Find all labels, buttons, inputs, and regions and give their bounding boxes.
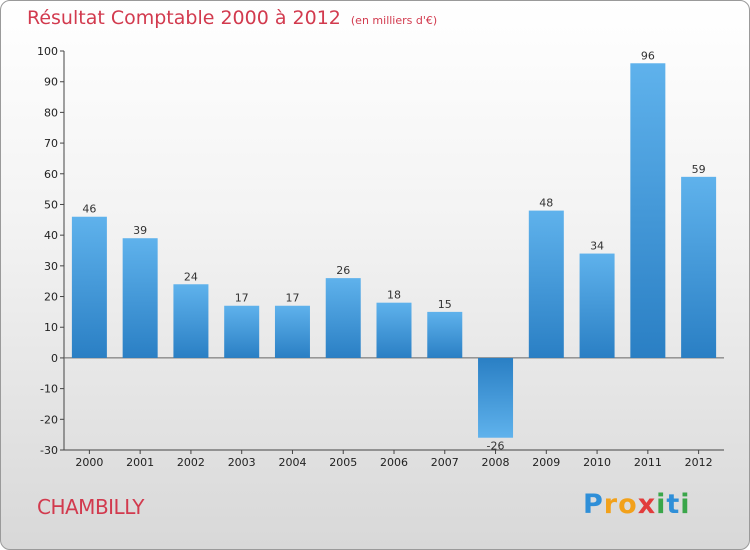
chart-title: Résultat Comptable 2000 à 2012 (en millie…	[27, 7, 437, 29]
bar-2011	[630, 63, 666, 358]
bar-2006	[376, 302, 412, 358]
y-tick-label: 0	[51, 352, 58, 365]
bar-2004	[274, 305, 310, 358]
commune-name: CHAMBILLY	[37, 495, 144, 519]
logo-letter: r	[603, 489, 619, 520]
bar-2000	[71, 216, 107, 358]
bar-2008	[478, 357, 514, 438]
x-tick-label-2005: 2005	[329, 456, 357, 469]
x-tick-label-2011: 2011	[634, 456, 662, 469]
value-label-2009: 48	[539, 197, 553, 210]
value-label-2004: 17	[285, 292, 299, 305]
bar-2002	[173, 284, 209, 358]
value-label-2000: 46	[82, 203, 96, 216]
y-tick-label: 90	[44, 76, 58, 89]
y-tick-label: -30	[40, 444, 58, 457]
chart-title-text: Résultat Comptable 2000 à 2012	[27, 7, 341, 29]
bar-2009	[528, 210, 564, 358]
y-tick-label: 100	[37, 45, 58, 58]
bar-2010	[579, 253, 615, 358]
value-label-2010: 34	[590, 240, 604, 253]
value-label-2003: 17	[235, 292, 249, 305]
y-tick-label: 20	[44, 291, 58, 304]
x-tick-label-2008: 2008	[482, 456, 510, 469]
x-tick-label-2006: 2006	[380, 456, 408, 469]
value-label-2001: 39	[133, 224, 147, 237]
x-tick-label-2001: 2001	[126, 456, 154, 469]
value-label-2007: 15	[438, 298, 452, 311]
y-tick-label: 10	[44, 321, 58, 334]
x-tick-label-2010: 2010	[583, 456, 611, 469]
bar-2012	[681, 176, 717, 358]
x-tick-label-2004: 2004	[278, 456, 306, 469]
bar-2005	[325, 278, 361, 358]
y-tick-label: 70	[44, 137, 58, 150]
value-label-2005: 26	[336, 264, 350, 277]
value-label-2012: 59	[692, 163, 706, 176]
x-tick-label-2007: 2007	[431, 456, 459, 469]
bar-2001	[122, 238, 158, 358]
y-tick-label: -10	[40, 383, 58, 396]
bar-2003	[224, 305, 260, 358]
y-tick-label: 30	[44, 260, 58, 273]
y-tick-label: 50	[44, 198, 58, 211]
logo-letter: i	[680, 489, 691, 520]
logo-letter: P	[583, 489, 604, 520]
y-tick-label: 40	[44, 229, 58, 242]
y-tick-label: -20	[40, 413, 58, 426]
y-tick-label: 80	[44, 106, 58, 119]
x-tick-label-2009: 2009	[532, 456, 560, 469]
proxiti-logo: Proxiti	[583, 489, 691, 520]
y-tick-label: 60	[44, 168, 58, 181]
logo-letter: o	[618, 489, 638, 520]
x-tick-label-2000: 2000	[75, 456, 103, 469]
value-label-2006: 18	[387, 289, 401, 302]
logo-letter: x	[637, 489, 657, 520]
chart-subtitle: (en milliers d'€)	[350, 14, 438, 27]
value-label-2002: 24	[184, 270, 198, 283]
x-tick-label-2012: 2012	[685, 456, 713, 469]
bar-2007	[427, 311, 463, 358]
logo-letter: i	[656, 489, 667, 520]
logo-letter: t	[666, 489, 681, 520]
value-label-2011: 96	[641, 49, 655, 62]
x-tick-label-2003: 2003	[228, 456, 256, 469]
value-label-2008: -26	[487, 440, 505, 453]
x-tick-label-2002: 2002	[177, 456, 205, 469]
